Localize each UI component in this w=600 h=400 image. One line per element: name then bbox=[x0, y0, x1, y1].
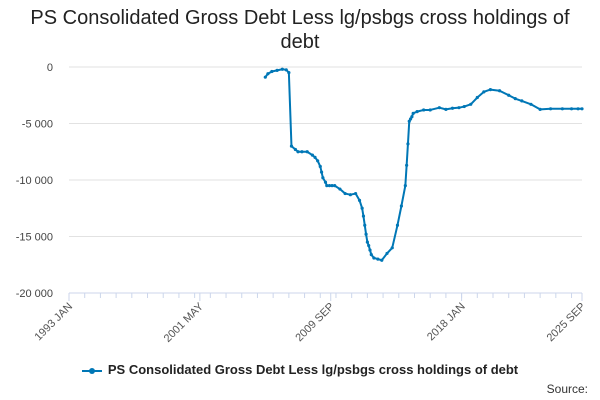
data-point bbox=[385, 251, 389, 256]
data-point bbox=[313, 155, 317, 159]
data-point bbox=[305, 150, 309, 154]
data-point bbox=[310, 153, 315, 157]
x-tick-label: 2018 JAN bbox=[425, 301, 468, 344]
data-point bbox=[330, 184, 334, 188]
data-point bbox=[450, 106, 455, 110]
data-point bbox=[270, 69, 274, 74]
data-point bbox=[376, 257, 380, 261]
grid-lines bbox=[69, 66, 582, 294]
y-tick-label: -20 000 bbox=[16, 288, 53, 300]
x-axis: 1993 JAN 2001 MAY 2009 SEP 2018 JAN 2025 SEP bbox=[32, 292, 589, 345]
data-point bbox=[482, 90, 486, 94]
data-point bbox=[327, 184, 332, 188]
x-tick-label: 2009 SEP bbox=[293, 301, 337, 345]
data-point bbox=[321, 176, 325, 180]
y-axis: 0 -5 000 -10 000 -15 000 -20 000 bbox=[16, 62, 53, 300]
data-point bbox=[319, 170, 324, 174]
data-point bbox=[457, 106, 461, 110]
data-point bbox=[284, 68, 288, 72]
data-point bbox=[415, 110, 419, 114]
data-point bbox=[399, 204, 403, 208]
data-point bbox=[538, 107, 542, 111]
data-point bbox=[343, 191, 347, 196]
data-point bbox=[348, 193, 352, 197]
data-point bbox=[497, 89, 502, 93]
data-point bbox=[405, 163, 409, 167]
source-label: Source: bbox=[546, 382, 588, 396]
data-point bbox=[287, 71, 291, 75]
legend-label: PS Consolidated Gross Debt Less lg/psbgs… bbox=[107, 362, 519, 377]
data-point bbox=[520, 99, 524, 103]
data-point bbox=[369, 252, 373, 257]
y-tick-label: -10 000 bbox=[16, 175, 53, 187]
data-point bbox=[411, 111, 415, 115]
series-layer bbox=[263, 67, 584, 262]
data-point bbox=[300, 150, 304, 154]
data-point bbox=[372, 256, 376, 260]
data-point bbox=[368, 248, 372, 252]
data-point bbox=[569, 107, 574, 111]
data-point bbox=[316, 159, 320, 163]
data-point bbox=[293, 147, 297, 152]
y-tick-label: -5 000 bbox=[22, 119, 53, 131]
data-point bbox=[333, 184, 337, 188]
y-tick-label: 0 bbox=[47, 62, 53, 74]
data-point bbox=[469, 102, 473, 106]
data-point bbox=[364, 232, 368, 236]
data-point bbox=[361, 214, 366, 218]
data-point bbox=[289, 144, 294, 148]
data-point bbox=[275, 68, 279, 72]
legend[interactable]: PS Consolidated Gross Debt Less lg/psbgs… bbox=[0, 362, 600, 377]
data-point bbox=[548, 107, 553, 111]
data-point bbox=[280, 67, 284, 71]
data-point bbox=[444, 107, 448, 111]
series-line bbox=[264, 68, 582, 262]
data-point bbox=[363, 223, 367, 227]
x-tick-label: 1993 JAN bbox=[32, 301, 75, 344]
legend-line-icon bbox=[81, 366, 102, 376]
data-point bbox=[488, 88, 492, 92]
x-tick-label: 2001 MAY bbox=[162, 300, 207, 345]
data-point bbox=[428, 108, 432, 112]
data-point bbox=[507, 93, 511, 97]
data-point bbox=[357, 198, 362, 202]
data-point bbox=[406, 142, 410, 146]
data-point bbox=[367, 243, 371, 248]
data-point bbox=[560, 107, 564, 111]
data-point bbox=[266, 72, 270, 76]
data-point bbox=[354, 191, 358, 196]
data-point bbox=[318, 164, 322, 169]
x-tick-label: 2025 SEP bbox=[545, 301, 589, 345]
chart-title: PS Consolidated Gross Debt Less lg/psbgs… bbox=[30, 7, 570, 53]
data-point bbox=[475, 95, 479, 100]
data-point bbox=[323, 180, 328, 184]
data-point bbox=[403, 184, 407, 188]
data-point bbox=[576, 107, 580, 111]
data-point bbox=[422, 108, 426, 112]
data-point bbox=[395, 223, 400, 227]
data-point bbox=[390, 246, 394, 250]
data-point bbox=[296, 150, 300, 154]
y-tick-label: -15 000 bbox=[16, 232, 53, 244]
data-point bbox=[529, 102, 533, 106]
data-point bbox=[580, 107, 584, 111]
data-point bbox=[513, 97, 517, 101]
data-point bbox=[380, 258, 384, 262]
data-point bbox=[360, 206, 364, 210]
data-point bbox=[325, 184, 329, 188]
data-point bbox=[263, 75, 267, 79]
data-point bbox=[410, 115, 414, 119]
data-point bbox=[462, 104, 466, 109]
data-point bbox=[437, 106, 441, 110]
data-point bbox=[365, 240, 369, 244]
data-point bbox=[338, 187, 342, 191]
